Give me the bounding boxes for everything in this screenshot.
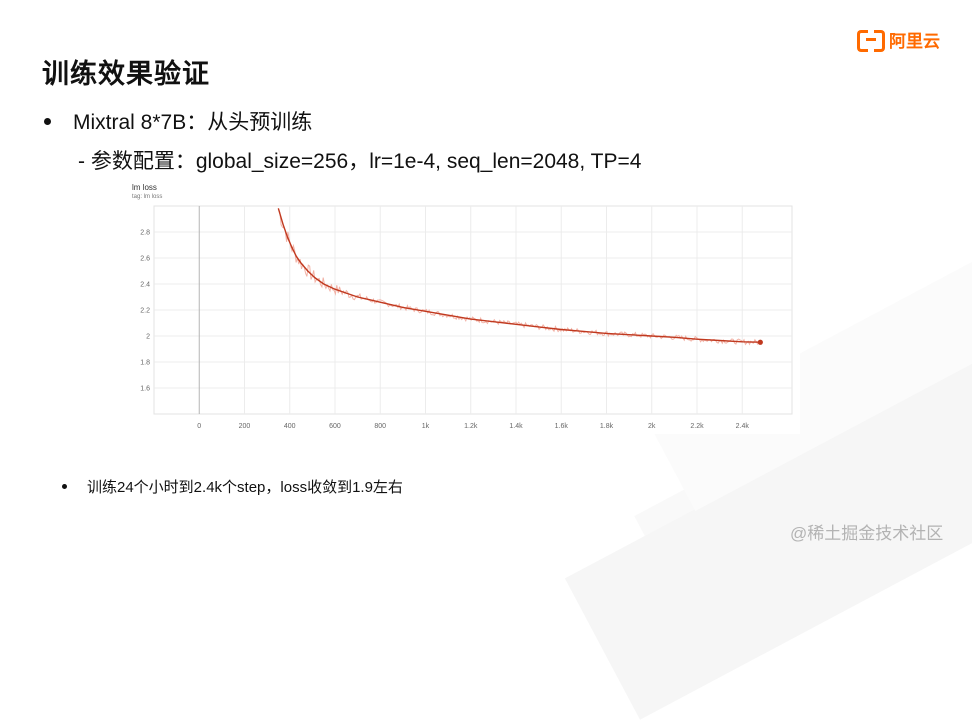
x-tick-label: 0 xyxy=(197,423,201,430)
chart-axes: 1.6 1.8 2 2.2 2.4 2.6 2.8 0 200 400 600 800 1k 1.2k 1.… xyxy=(140,230,749,431)
data-point xyxy=(696,338,698,340)
data-point xyxy=(379,301,381,303)
x-tick-label: 400 xyxy=(284,423,296,430)
data-point xyxy=(345,292,347,294)
bullet-text: 训练24个小时到2.4k个step，loss收敛到1.9左右 xyxy=(87,479,403,496)
data-point xyxy=(314,276,316,279)
y-tick-label: 2.6 xyxy=(140,256,150,263)
x-tick-label: 600 xyxy=(329,423,341,430)
x-tick-label: 1.6k xyxy=(555,423,569,430)
data-point xyxy=(492,321,494,323)
x-tick-label: 1.8k xyxy=(600,423,614,430)
data-point xyxy=(307,270,309,272)
data-point xyxy=(334,288,336,290)
data-point xyxy=(286,236,289,238)
chart-title: lm loss xyxy=(132,183,157,192)
y-tick-label: 2 xyxy=(146,334,150,341)
sub-bullet-text: - 参数配置：global_size=256，lr=1e-4, seq_len=… xyxy=(78,150,642,173)
data-point xyxy=(651,335,653,337)
y-tick-label: 1.8 xyxy=(140,360,150,367)
loss-chart: lm loss tag: lm loss 1.6 1.8 2 2.2 2.4 2.6 2.8… xyxy=(128,180,800,434)
bullet-item: 训练24个小时到2.4k个step，loss收敛到1.9左右 xyxy=(62,476,403,497)
y-tick-label: 2.4 xyxy=(140,282,150,289)
x-tick-label: 800 xyxy=(374,423,386,430)
data-point xyxy=(390,304,393,306)
chart-background xyxy=(128,180,800,434)
x-tick-label: 1.4k xyxy=(509,423,523,430)
x-tick-label: 200 xyxy=(239,423,251,430)
data-point xyxy=(282,223,284,225)
watermark: @稀土掘金技术社区 xyxy=(790,524,944,543)
data-point xyxy=(357,296,359,298)
data-point xyxy=(368,299,370,301)
aliyun-logo-icon xyxy=(857,30,885,52)
x-tick-label: 2.4k xyxy=(736,423,750,430)
data-point xyxy=(447,314,449,316)
data-point xyxy=(291,247,293,249)
x-tick-label: 1k xyxy=(422,423,430,430)
data-point xyxy=(605,332,608,334)
y-tick-label: 2.2 xyxy=(140,308,150,315)
bullet-item: Mixtral 8*7B：从头预训练 xyxy=(44,106,312,136)
data-point xyxy=(295,256,298,258)
data-point xyxy=(673,336,675,338)
x-tick-label: 2k xyxy=(648,423,656,430)
y-tick-label: 2.8 xyxy=(140,230,150,237)
x-tick-label: 2.2k xyxy=(690,423,704,430)
data-point xyxy=(538,326,540,328)
data-point xyxy=(277,208,280,210)
data-point xyxy=(719,339,721,342)
data-point xyxy=(515,323,517,325)
aliyun-logo: 阿里云 xyxy=(857,27,940,52)
y-tick-label: 1.6 xyxy=(140,386,150,393)
data-point xyxy=(583,330,585,333)
data-point xyxy=(402,306,404,308)
x-tick-label: 1.2k xyxy=(464,423,478,430)
bullet-text: Mixtral 8*7B：从头预训练 xyxy=(73,111,313,134)
chart-subtitle: tag: lm loss xyxy=(132,194,162,200)
data-point xyxy=(470,318,472,320)
slide-title: 训练效果验证 xyxy=(42,59,210,89)
bullet-dot-icon xyxy=(44,117,51,125)
data-point xyxy=(300,262,302,264)
chart-series xyxy=(277,208,763,346)
data-point xyxy=(323,283,325,285)
data-point xyxy=(424,310,427,312)
data-point xyxy=(741,341,743,343)
data-point xyxy=(560,328,562,331)
data-point xyxy=(628,334,630,336)
last-point-marker xyxy=(757,339,763,345)
smoothed-loss-line xyxy=(277,208,761,343)
logo-text: 阿里云 xyxy=(889,31,940,51)
loss-chart-svg: lm loss tag: lm loss 1.6 1.8 2 2.2 2.4 2.6 2.8… xyxy=(128,180,800,434)
bullet-dot-icon xyxy=(62,484,67,489)
